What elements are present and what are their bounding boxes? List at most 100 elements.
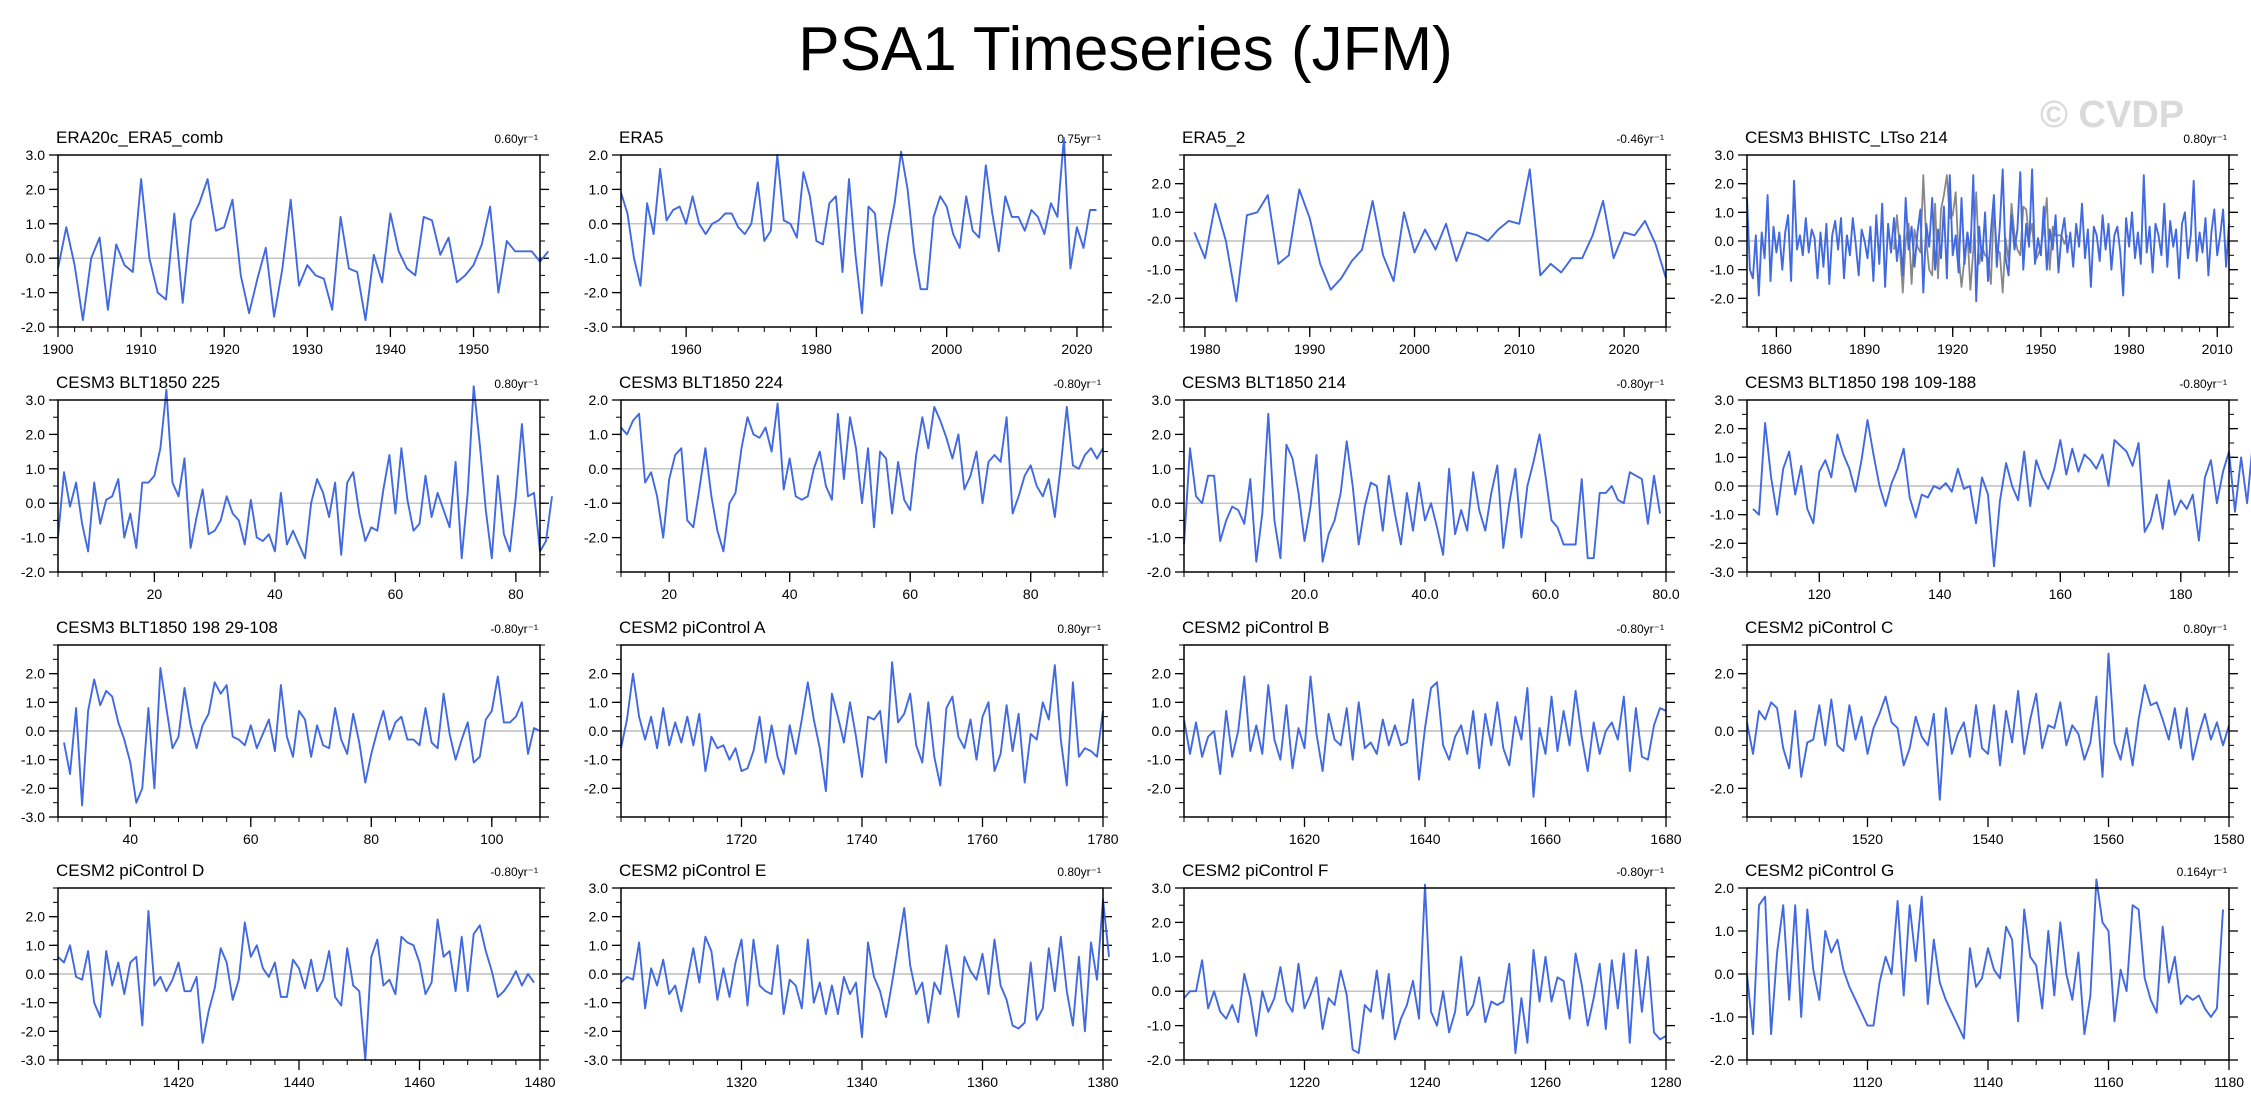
y-tick-label: 2.0	[1152, 914, 1172, 930]
y-tick-label: -1.0	[1147, 1018, 1171, 1034]
y-tick-label: -2.0	[1147, 1052, 1171, 1068]
series-line	[1183, 675, 1667, 798]
x-tick-label: 80	[508, 586, 524, 602]
y-tick-label: 3.0	[1715, 392, 1735, 408]
x-tick-label: 2000	[1399, 341, 1430, 357]
panel-title: ERA20c_ERA5_comb	[56, 128, 223, 147]
y-tick-label: 0.0	[1152, 723, 1172, 739]
x-tick-label: 1720	[726, 831, 757, 847]
y-tick-label: 0.0	[589, 461, 609, 477]
y-tick-label: -1.0	[584, 495, 608, 511]
y-tick-label: -2.0	[1147, 780, 1171, 796]
y-tick-label: 3.0	[1152, 392, 1172, 408]
chart-panel: CESM3 BLT1850 214 -0.80yr⁻¹ -2.0 -1.0 0.0 1.0…	[1147, 373, 1680, 602]
y-tick-label: 0.0	[26, 723, 46, 739]
y-tick-label: 2.0	[26, 426, 46, 442]
x-tick-label: 1680	[1650, 831, 1681, 847]
x-tick-label: 2010	[1504, 341, 1535, 357]
y-tick-label: 2.0	[26, 181, 46, 197]
y-tick-label: 1.0	[26, 937, 46, 953]
y-tick-label: -2.0	[1710, 1052, 1734, 1068]
x-tick-label: 2010	[2202, 341, 2233, 357]
x-tick-label: 1910	[126, 341, 157, 357]
chart-panel: CESM2 piControl G 0.164yr⁻¹ -2.0 -1.0 0.0 1.0…	[1710, 861, 2244, 1090]
series-line	[620, 136, 1097, 315]
x-tick-label: 1460	[404, 1074, 435, 1090]
y-tick-label: 1.0	[1715, 449, 1735, 465]
y-tick-label: 2.0	[1715, 176, 1735, 192]
chart-panel: CESM2 piControl B -0.80yr⁻¹ -2.0 -1.0 0.0 1.0…	[1147, 618, 1682, 847]
x-tick-label: 1900	[42, 341, 73, 357]
panel-title: CESM3 BLT1850 198 109-188	[1745, 373, 1976, 392]
y-tick-label: -2.0	[584, 1023, 608, 1039]
x-tick-label: 1930	[292, 341, 323, 357]
plot-frame	[57, 154, 541, 328]
x-tick-label: 1260	[1530, 1074, 1561, 1090]
chart-panel: CESM3 BHISTC_LTso 214 0.80yr⁻¹ -2.0 -1.0 0.0…	[1710, 128, 2238, 357]
chart-panel: CESM3 BLT1850 198 109-188 -0.80yr⁻¹ -3.0 -2…	[1710, 373, 2251, 602]
page-title: PSA1 Timeseries (JFM)	[798, 15, 1453, 84]
x-tick-label: 60.0	[1532, 586, 1559, 602]
series-line	[57, 385, 553, 560]
y-tick-label: -2.0	[584, 285, 608, 301]
x-tick-label: 2000	[931, 341, 962, 357]
panel-trend-label: 0.60yr⁻¹	[494, 132, 538, 146]
y-tick-label: 0.0	[589, 966, 609, 982]
x-tick-label: 1280	[1650, 1074, 1681, 1090]
y-tick-label: 1.0	[26, 216, 46, 232]
panel-trend-label: 0.80yr⁻¹	[2183, 622, 2227, 636]
y-tick-label: -2.0	[584, 530, 608, 546]
plot-frame	[620, 644, 1104, 818]
series-line	[1746, 878, 2224, 1040]
y-tick-label: 1.0	[589, 426, 609, 442]
plot-frame	[1183, 399, 1667, 573]
y-tick-label: 1.0	[26, 461, 46, 477]
y-tick-label: 0.0	[1152, 233, 1172, 249]
x-tick-label: 120	[1808, 586, 1832, 602]
watermark: © CVDP	[2040, 94, 2185, 136]
panel-title: CESM3 BLT1850 225	[56, 373, 220, 392]
y-tick-label: 3.0	[26, 147, 46, 163]
x-tick-label: 1220	[1289, 1074, 1320, 1090]
y-tick-label: 0.0	[589, 723, 609, 739]
y-tick-label: 0.0	[1715, 723, 1735, 739]
plot-frame	[57, 887, 541, 1061]
y-tick-label: 2.0	[1152, 666, 1172, 682]
y-tick-label: 3.0	[1715, 147, 1735, 163]
x-tick-label: 1360	[967, 1074, 998, 1090]
plot-frame	[57, 644, 541, 818]
y-tick-label: 2.0	[589, 666, 609, 682]
x-tick-label: 1740	[846, 831, 877, 847]
y-tick-label: -1.0	[1710, 262, 1734, 278]
x-tick-label: 1120	[1852, 1074, 1882, 1090]
x-tick-label: 80	[364, 831, 380, 847]
panel-title: CESM2 piControl G	[1745, 861, 1894, 880]
y-tick-label: 0.0	[1715, 478, 1735, 494]
x-tick-label: 1780	[1087, 831, 1118, 847]
x-tick-label: 1950	[2025, 341, 2056, 357]
y-tick-label: 1.0	[589, 694, 609, 710]
series-line	[620, 661, 1104, 793]
panel-title: CESM2 piControl F	[1182, 861, 1328, 880]
x-tick-label: 1380	[1087, 1074, 1118, 1090]
y-tick-label: -1.0	[584, 995, 608, 1011]
series-line	[1746, 168, 2230, 303]
y-tick-label: 1.0	[589, 181, 609, 197]
chart-panel: CESM3 BLT1850 225 0.80yr⁻¹ -2.0 -1.0 0.0 1.0 2…	[21, 373, 553, 602]
x-tick-label: 1990	[1294, 341, 1325, 357]
chart-panel: ERA5 0.75yr⁻¹ -3.0 -2.0 -1.0 0.0 1.0 2.0 1960 198…	[584, 128, 1112, 357]
x-tick-label: 1320	[726, 1074, 757, 1090]
x-tick-label: 1180	[2214, 1074, 2244, 1090]
series-line	[620, 898, 1110, 1039]
y-tick-label: -1.0	[21, 995, 45, 1011]
panel-title: CESM2 piControl B	[1182, 618, 1329, 637]
x-tick-label: 1980	[1189, 341, 1220, 357]
x-tick-label: 40	[123, 831, 139, 847]
y-tick-label: -1.0	[1710, 1009, 1734, 1025]
plot-frame	[1746, 399, 2230, 573]
panel-trend-label: 0.80yr⁻¹	[1057, 622, 1101, 636]
x-tick-label: 1980	[801, 341, 832, 357]
y-tick-label: 0.0	[26, 966, 46, 982]
y-tick-label: -3.0	[584, 319, 608, 335]
panel-title: CESM2 piControl D	[56, 861, 204, 880]
